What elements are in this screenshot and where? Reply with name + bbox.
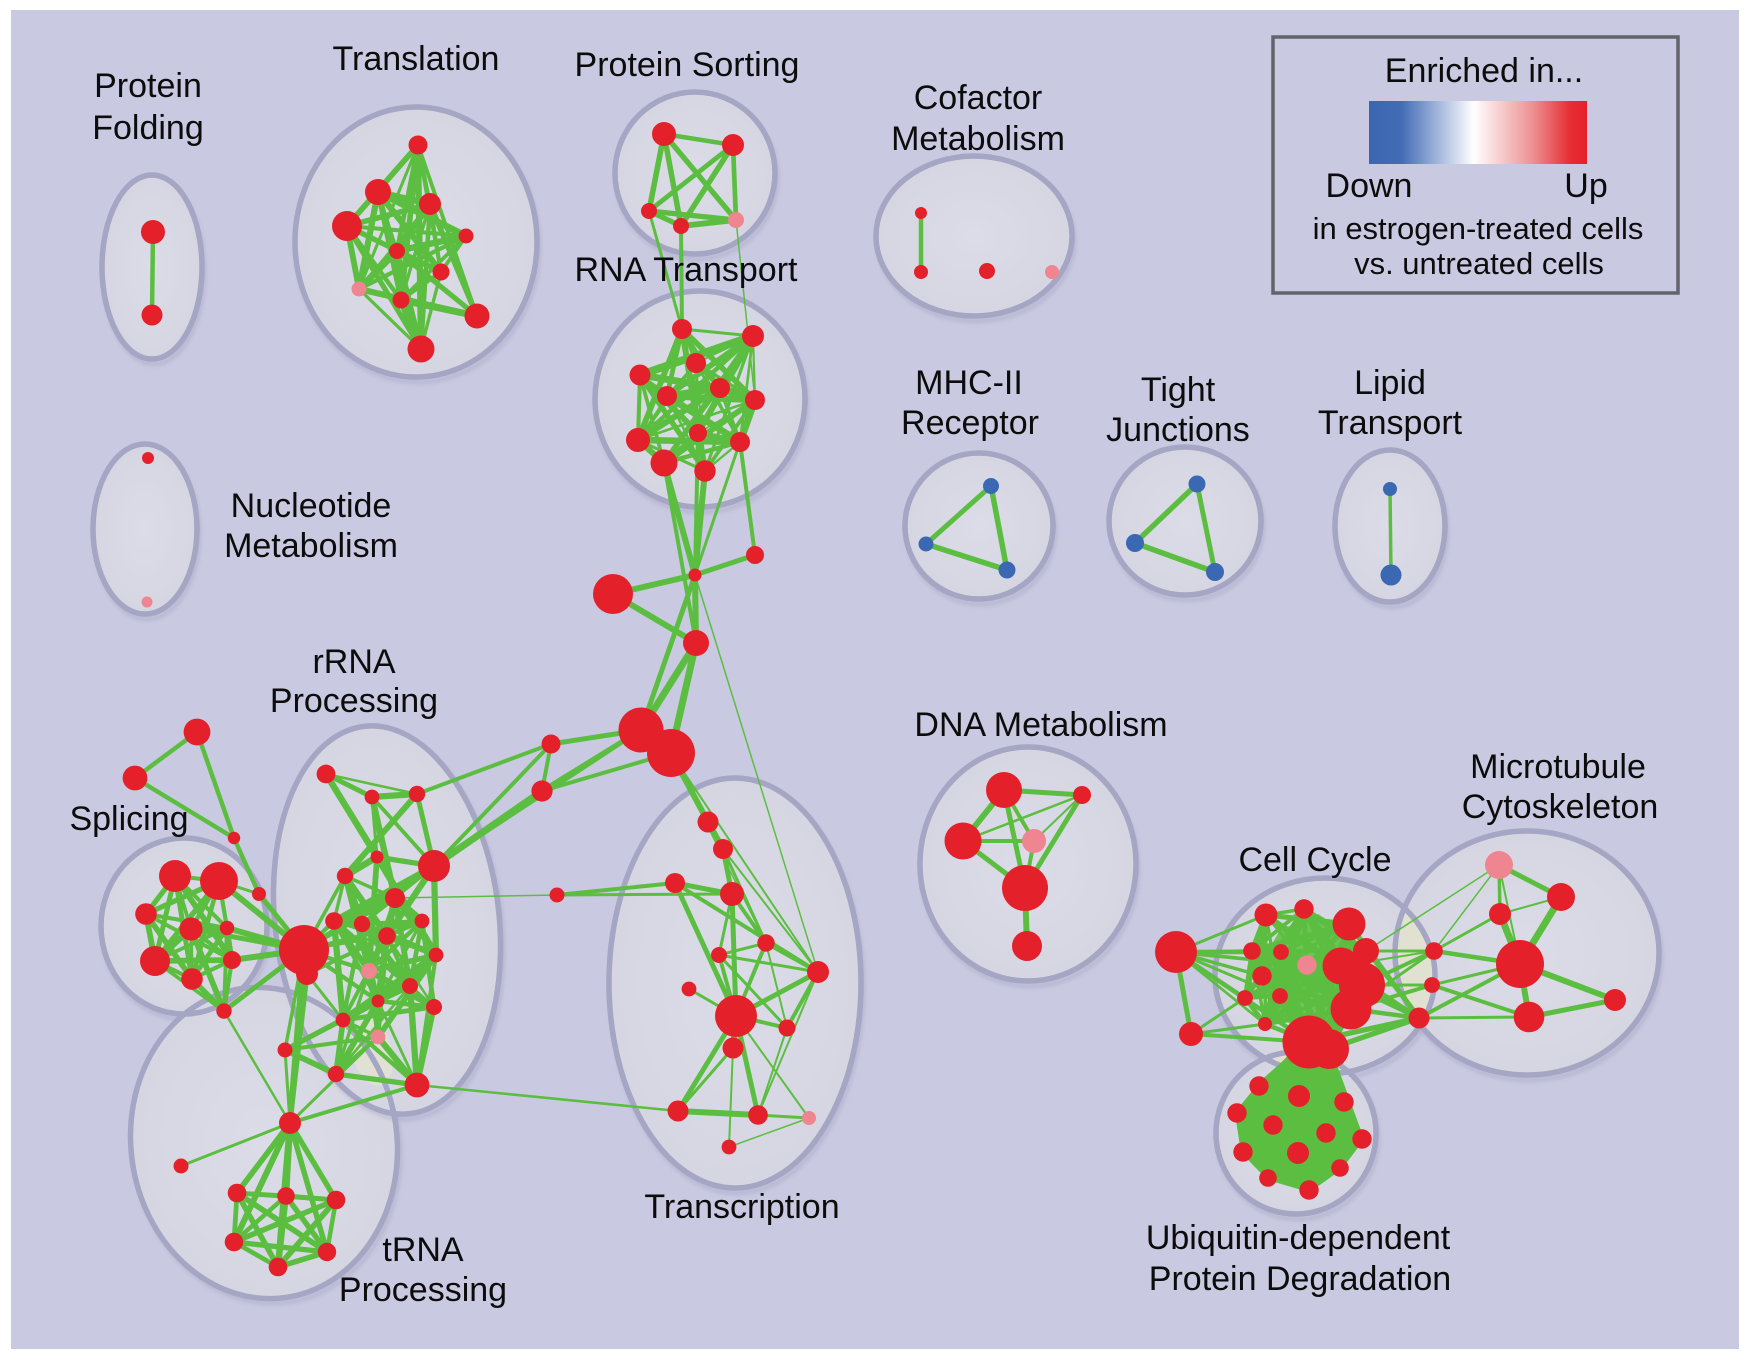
svg-text:Translation: Translation (333, 40, 500, 78)
svg-text:Metabolism: Metabolism (224, 527, 398, 565)
svg-text:Folding: Folding (92, 109, 204, 147)
svg-text:MHC-II: MHC-II (915, 364, 1023, 402)
svg-text:RNA Transport: RNA Transport (575, 251, 799, 289)
svg-text:Splicing: Splicing (69, 800, 188, 838)
svg-text:Down: Down (1326, 167, 1413, 205)
svg-text:Junctions: Junctions (1106, 411, 1250, 449)
svg-text:Cell Cycle: Cell Cycle (1238, 841, 1391, 879)
svg-text:Transcription: Transcription (644, 1188, 839, 1226)
svg-text:Processing: Processing (339, 1271, 507, 1309)
svg-text:Up: Up (1564, 167, 1607, 205)
svg-text:vs. untreated cells: vs. untreated cells (1354, 246, 1604, 281)
svg-text:rRNA: rRNA (312, 643, 395, 681)
svg-text:Microtubule: Microtubule (1470, 748, 1646, 786)
svg-text:Transport: Transport (1318, 404, 1463, 442)
svg-text:Nucleotide: Nucleotide (231, 487, 392, 525)
svg-text:Lipid: Lipid (1354, 364, 1426, 402)
svg-text:tRNA: tRNA (382, 1231, 464, 1269)
svg-text:Protein Degradation: Protein Degradation (1149, 1260, 1451, 1298)
svg-text:Cofactor: Cofactor (914, 79, 1043, 117)
svg-text:DNA Metabolism: DNA Metabolism (914, 706, 1167, 744)
svg-text:Enriched in...: Enriched in... (1385, 52, 1583, 90)
svg-text:Protein: Protein (94, 67, 202, 105)
svg-text:Tight: Tight (1141, 371, 1216, 409)
svg-text:Cytoskeleton: Cytoskeleton (1462, 788, 1659, 826)
svg-text:Receptor: Receptor (901, 404, 1039, 442)
svg-text:Processing: Processing (270, 682, 438, 720)
svg-text:Ubiquitin-dependent: Ubiquitin-dependent (1146, 1219, 1451, 1257)
svg-text:Metabolism: Metabolism (891, 120, 1065, 158)
svg-text:Protein Sorting: Protein Sorting (575, 46, 800, 84)
svg-text:in estrogen-treated cells: in estrogen-treated cells (1313, 211, 1644, 246)
